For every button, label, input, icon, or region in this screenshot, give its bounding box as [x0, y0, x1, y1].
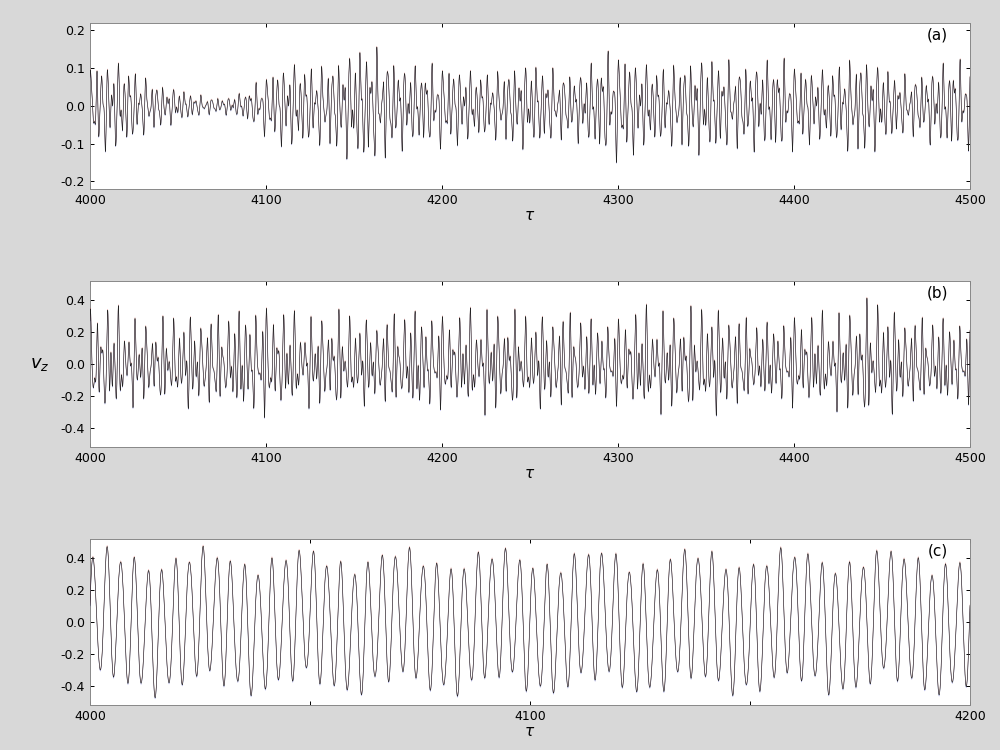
- X-axis label: $\tau$: $\tau$: [524, 724, 536, 740]
- Text: (c): (c): [928, 544, 948, 559]
- X-axis label: $\tau$: $\tau$: [524, 466, 536, 482]
- Text: (b): (b): [926, 286, 948, 301]
- Y-axis label: $v_z$: $v_z$: [30, 355, 50, 373]
- X-axis label: $\tau$: $\tau$: [524, 209, 536, 224]
- Text: (a): (a): [927, 28, 948, 43]
